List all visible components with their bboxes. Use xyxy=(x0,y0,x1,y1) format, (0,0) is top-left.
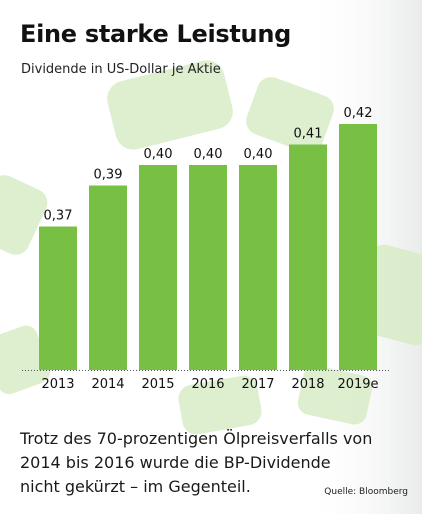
data-label-2018: 0,41 xyxy=(294,127,323,142)
x-tick-label-2017: 2017 xyxy=(241,377,274,392)
data-label-2016: 0,40 xyxy=(194,147,223,162)
caption-line-1: Trotz des 70-prozentigen Ölpreisverfalls… xyxy=(20,429,373,448)
x-tick-label-2015: 2015 xyxy=(141,377,174,392)
bar-2014 xyxy=(89,185,127,370)
x-tick-label-2016: 2016 xyxy=(191,377,224,392)
bar-2015 xyxy=(139,165,177,370)
bar-2016 xyxy=(189,165,227,370)
data-label-2017: 0,40 xyxy=(244,147,273,162)
x-tick-label-2013: 2013 xyxy=(41,377,74,392)
x-tick-label-2014: 2014 xyxy=(91,377,124,392)
chart-subtitle: Dividende in US-Dollar je Aktie xyxy=(21,62,221,77)
data-label-2015: 0,40 xyxy=(144,147,173,162)
source-note: Quelle: Bloomberg xyxy=(324,487,408,497)
x-tick-label-2018: 2018 xyxy=(291,377,324,392)
bar-2013 xyxy=(39,226,77,370)
chart-title: Eine starke Leistung xyxy=(20,20,291,48)
x-tick-label-2019e: 2019e xyxy=(337,377,378,392)
caption-line-3: nicht gekürzt – im Gegenteil. xyxy=(20,477,251,496)
bar-2018 xyxy=(289,144,327,370)
data-label-2013: 0,37 xyxy=(44,209,73,224)
data-label-2014: 0,39 xyxy=(94,168,123,183)
bar-2019e xyxy=(339,124,377,370)
chart-caption: Trotz des 70-prozentigen Ölpreisverfalls… xyxy=(20,427,410,499)
bar-2017 xyxy=(239,165,277,370)
caption-line-2: 2014 bis 2016 wurde die BP-Dividende xyxy=(20,453,331,472)
data-label-2019e: 0,42 xyxy=(344,106,373,121)
